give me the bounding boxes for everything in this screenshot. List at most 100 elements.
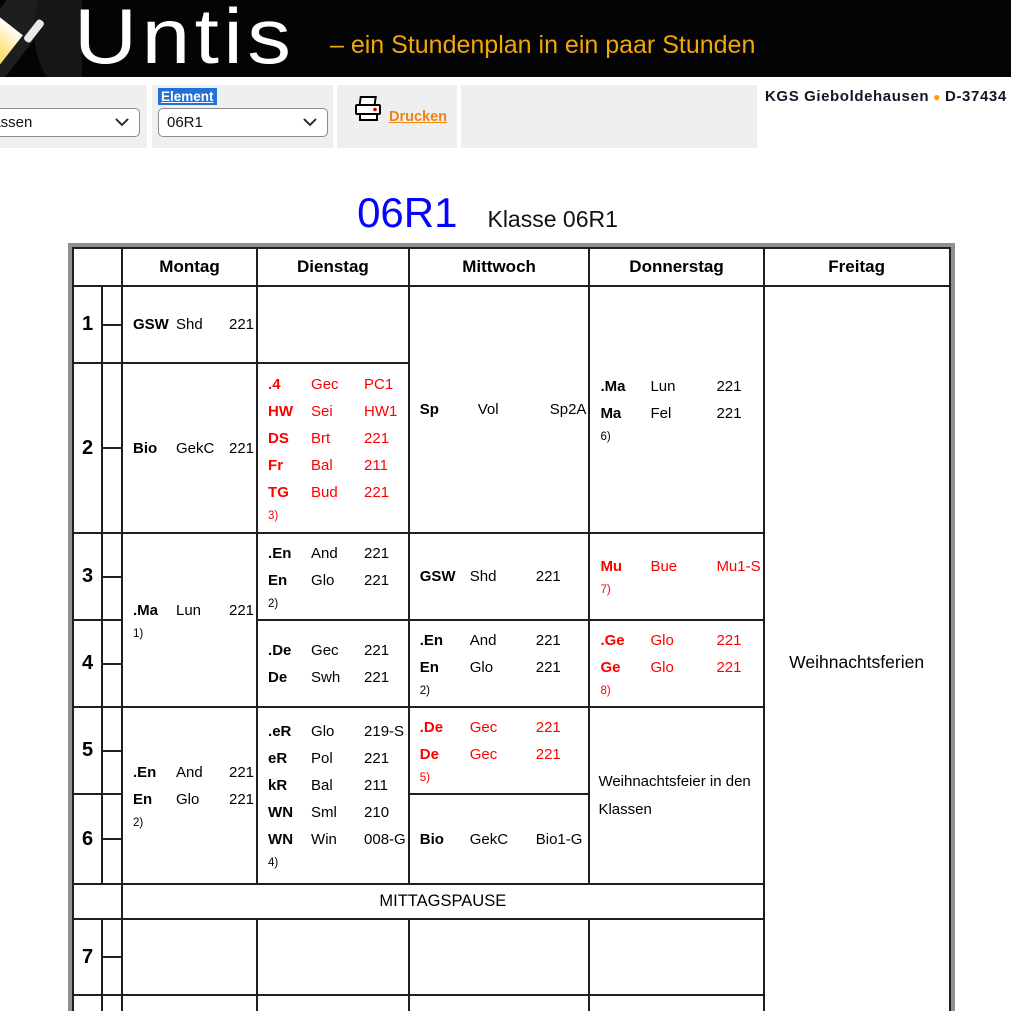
footnote: 2) — [133, 816, 144, 829]
period-row-6: 6 Bio GekC Bio1-G — [72, 793, 950, 885]
room: PC1 — [364, 375, 394, 393]
app-banner: Untis – ein Stundenplan in ein paar Stun… — [0, 0, 1011, 77]
lesson-line: GSW Shd 221 — [420, 563, 587, 590]
lesson-line: .4 Gec PC1 — [268, 371, 406, 398]
teacher: Shd — [176, 316, 203, 333]
period-tick-cell — [101, 793, 123, 885]
room: 211 — [364, 777, 388, 794]
school-info: KGS Gieboldehausen ● D-37434 — [765, 88, 1007, 105]
day-header-donnerstag: Donnerstag — [588, 247, 765, 287]
teacher: And — [176, 763, 203, 781]
subject: .De — [268, 641, 292, 659]
day-header-mittwoch: Mittwoch — [407, 247, 591, 287]
subject: GSW — [419, 568, 456, 585]
subject: Ge — [600, 658, 621, 676]
lesson-cell-dienstag-4: .De Gec 221 De Swh 221 — [256, 619, 410, 708]
printer-icon[interactable] — [352, 95, 384, 128]
subject: HW — [268, 402, 294, 420]
teacher: Bal — [311, 456, 333, 474]
teacher: Glo — [650, 658, 674, 676]
subject: kR — [268, 777, 288, 794]
event-note: Weihnachtsfeier in den Klassen — [598, 772, 751, 818]
footnote: 2) — [268, 597, 279, 610]
lesson-line: TG Bud 221 — [268, 479, 406, 506]
teacher: Pol — [311, 750, 333, 767]
footnote: 3) — [268, 509, 279, 522]
room: 221 — [716, 404, 742, 422]
lesson-line: kR Bal 211 — [268, 772, 406, 799]
room: 210 — [364, 804, 390, 821]
lesson-line: Ma Fel 221 — [600, 400, 760, 427]
lesson-cell-montag-5-6: .En And 221 En Glo 221 2) — [120, 706, 259, 885]
element-select[interactable]: 06R1 — [158, 108, 328, 137]
room: 219-S — [364, 723, 405, 740]
toolbar: Klassen Element 06R1 Drucken KGS Giebold… — [0, 85, 1011, 148]
subject: WN — [268, 831, 294, 848]
corner-cell — [72, 247, 123, 287]
teacher: Vol — [477, 401, 499, 418]
subject: .Ma — [600, 377, 626, 395]
teacher: Sei — [311, 402, 333, 420]
lesson-line: En Glo 221 — [133, 786, 254, 813]
period-number: 7 — [72, 918, 103, 996]
subject: Fr — [268, 456, 284, 474]
teacher: Gec — [311, 375, 339, 393]
lesson-line: WN Sml 210 — [268, 799, 406, 826]
toolbar-section-element: Element 06R1 — [152, 85, 333, 148]
print-link[interactable]: Drucken — [389, 109, 448, 125]
lesson-cell-mittwoch-1-2: Sp Vol Sp2A — [407, 285, 591, 534]
lesson-line: .Ge Glo 221 — [600, 627, 760, 654]
lesson-line: DS Brt 221 — [268, 425, 406, 452]
period-tick-cell — [101, 362, 123, 534]
period-number — [72, 994, 103, 1011]
teacher: Sml — [311, 804, 337, 821]
lesson-cell-mittwoch-3: GSW Shd 221 — [407, 532, 591, 621]
teacher: Glo — [176, 790, 200, 808]
pause-row: MITTAGSPAUSE — [72, 883, 950, 920]
lesson-cell-mittwoch-7-empty — [407, 918, 591, 996]
room: 221 — [364, 750, 390, 767]
lesson-line: .eR Glo 219-S — [268, 718, 406, 745]
period-number: 6 — [72, 793, 103, 885]
room: Bio1-G — [535, 830, 583, 848]
class-select[interactable]: Klassen — [0, 108, 140, 137]
class-name-subtitle: Klasse 06R1 — [487, 206, 618, 232]
room: 221 — [364, 544, 390, 562]
teacher: Lun — [176, 601, 202, 619]
footnote: 2) — [419, 684, 430, 697]
period-row-4: 4 .De Gec 221 De Swh 221 .En And 221 En Glo 221 … — [72, 619, 950, 708]
lesson-line: .En And 221 — [268, 540, 406, 567]
untis-logo-icon — [0, 0, 82, 77]
lesson-cell-mittwoch-5: .De Gec 221 De Gec 221 5) — [407, 706, 591, 795]
teacher: Bue — [650, 558, 678, 575]
room: 221 — [364, 571, 390, 589]
teacher: GekC — [469, 830, 509, 848]
subject: En — [133, 790, 153, 808]
footnote: 5) — [419, 771, 430, 784]
subject: .eR — [268, 723, 292, 740]
lesson-line: WN Win 008-G — [268, 826, 406, 853]
lesson-line: Ge Glo 221 — [600, 654, 760, 681]
subject: En — [419, 658, 439, 676]
teacher: Win — [311, 831, 337, 848]
subject: Ma — [600, 404, 622, 422]
room: 221 — [229, 316, 255, 333]
footnote: 8) — [600, 684, 611, 697]
lesson-cell-dienstag-2: .4 Gec PC1 HW Sei HW1 DS Brt 221 Fr Bal 211 TG Bu… — [256, 362, 410, 534]
room: 221 — [716, 658, 742, 676]
subject: Bio — [133, 439, 158, 457]
lesson-cell-mittwoch-6: Bio GekC Bio1-G — [407, 793, 591, 885]
period-tick-cell — [101, 706, 123, 795]
chevron-down-icon — [115, 118, 129, 127]
lesson-cell-montag-2: Bio GekC 221 — [120, 362, 259, 534]
lesson-line: .En And 221 — [420, 627, 587, 654]
period-row-8-clipped — [72, 994, 950, 1011]
day-header-freitag: Freitag — [762, 247, 951, 287]
period-tick-cell — [101, 994, 123, 1011]
element-label: Element — [158, 88, 217, 105]
subject: WN — [268, 804, 294, 821]
subject: .Ma — [133, 601, 159, 619]
day-header-dienstag: Dienstag — [256, 247, 410, 287]
pause-row-left-cell — [72, 883, 123, 920]
subject: DS — [268, 429, 289, 447]
